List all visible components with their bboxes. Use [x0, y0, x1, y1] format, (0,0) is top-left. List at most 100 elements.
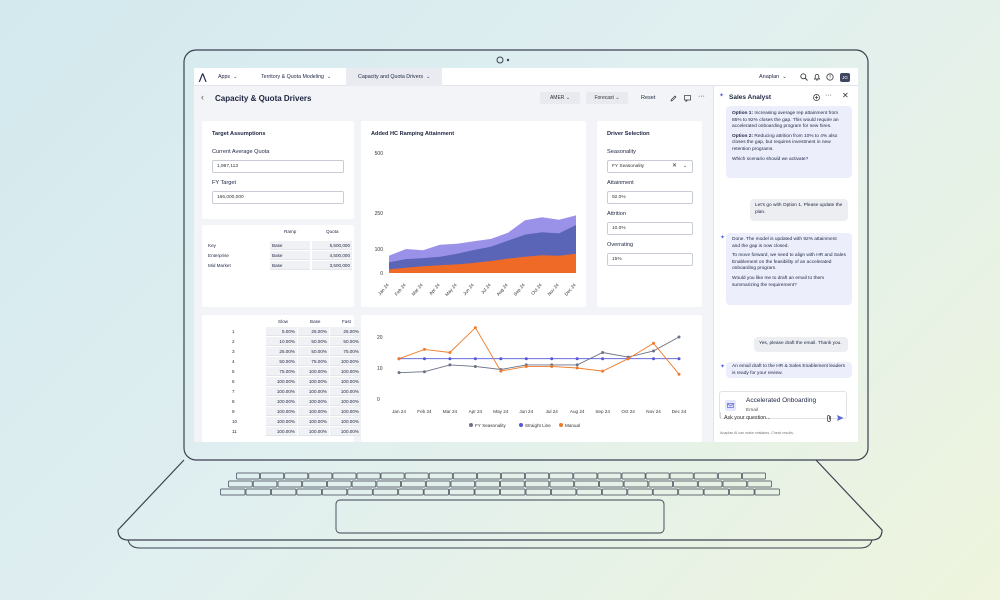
ramp-cell[interactable]: 50.00% — [330, 337, 361, 346]
attach-icon[interactable] — [826, 414, 833, 422]
ramp-cell[interactable]: 100.00% — [266, 427, 297, 436]
data-point[interactable] — [473, 357, 477, 361]
ramp-cell[interactable]: 25.00% — [298, 327, 329, 336]
data-point[interactable] — [524, 357, 528, 361]
data-point[interactable] — [677, 335, 681, 339]
ramp-cell[interactable]: 100.00% — [330, 427, 361, 436]
data-point[interactable] — [422, 357, 426, 361]
avatar[interactable]: JG — [840, 73, 850, 82]
ramp-cell[interactable]: 25.00% — [330, 327, 361, 336]
data-point[interactable] — [652, 357, 656, 361]
data-point[interactable] — [473, 326, 477, 330]
region-filter[interactable]: AMER ⌄ — [540, 92, 580, 104]
ramp-cell[interactable]: 100.00% — [330, 407, 361, 416]
data-point[interactable] — [550, 364, 554, 368]
apps-menu[interactable]: Apps ⌄ — [218, 68, 237, 86]
fy-target-field[interactable]: 166,000,000 — [212, 191, 344, 204]
ramp-cell[interactable]: Base — [270, 251, 310, 260]
help-icon[interactable]: ? — [826, 73, 834, 81]
current-quota-field[interactable]: 1,987,113 — [212, 160, 344, 173]
data-point[interactable] — [473, 364, 477, 368]
chevron-down-icon: ⌄ — [327, 74, 332, 80]
ramp-cell[interactable]: 100.00% — [330, 377, 361, 386]
comment-icon[interactable] — [684, 95, 691, 102]
ramp-cell[interactable]: 100.00% — [330, 357, 361, 366]
ramp-cell[interactable]: 75.00% — [330, 347, 361, 356]
data-point[interactable] — [397, 357, 401, 361]
data-point[interactable] — [601, 351, 605, 354]
data-point[interactable] — [422, 370, 426, 374]
search-icon[interactable] — [800, 73, 808, 81]
ramp-cell[interactable]: 100.00% — [266, 377, 297, 386]
ramp-cell[interactable]: 50.00% — [266, 357, 297, 366]
data-point[interactable] — [524, 364, 528, 368]
data-point[interactable] — [626, 357, 630, 361]
attrition-field[interactable]: 10.0% — [607, 222, 693, 235]
attainment-field[interactable]: 92.0% — [607, 191, 693, 204]
email-attachment-card[interactable]: Accelerated Onboarding Email — [719, 391, 847, 419]
ramp-cell[interactable]: 100.00% — [266, 387, 297, 396]
data-point[interactable] — [550, 357, 554, 361]
data-point[interactable] — [397, 371, 401, 375]
clear-icon[interactable]: ✕ — [672, 163, 678, 169]
data-point[interactable] — [448, 357, 452, 361]
back-arrow-icon[interactable]: ‹ — [201, 92, 204, 102]
data-point[interactable] — [448, 351, 452, 354]
ramp-cell[interactable]: 100.00% — [330, 367, 361, 376]
data-point[interactable] — [499, 357, 503, 361]
ramp-cell[interactable]: 100.00% — [266, 397, 297, 406]
send-icon[interactable] — [836, 414, 844, 422]
data-point[interactable] — [448, 363, 452, 367]
quota-cell[interactable]: 5,500,000 — [312, 241, 352, 250]
ramp-cell[interactable]: Base — [270, 261, 310, 270]
chat-input[interactable]: Ask your question... — [724, 415, 771, 421]
data-point[interactable] — [575, 357, 579, 361]
overrating-field[interactable]: 15% — [607, 253, 693, 266]
ramp-cell[interactable]: 100.00% — [298, 377, 329, 386]
ramp-cell[interactable]: 100.00% — [298, 387, 329, 396]
ramp-cell[interactable]: 100.00% — [266, 407, 297, 416]
workspace-menu[interactable]: Anaplan ⌄ — [759, 68, 787, 86]
ramp-cell[interactable]: 25.00% — [266, 347, 297, 356]
ramp-cell[interactable]: Base — [270, 241, 310, 250]
ramp-cell[interactable]: 100.00% — [298, 397, 329, 406]
ramp-table-card: Slow Base Fast 1 5.00% 25.00% 25.00% 2 10.00% 50.… — [202, 315, 361, 442]
new-chat-icon[interactable] — [813, 94, 820, 101]
edit-icon[interactable] — [670, 95, 677, 102]
bell-icon[interactable] — [813, 73, 821, 81]
ramp-cell[interactable]: 75.00% — [266, 367, 297, 376]
model-menu[interactable]: Territory & Quota Modeling ⌄ — [261, 68, 331, 86]
more-icon[interactable]: ··· — [825, 92, 832, 99]
ramp-cell[interactable]: 100.00% — [330, 417, 361, 426]
ramp-cell[interactable]: 100.00% — [298, 427, 329, 436]
quota-cell[interactable]: 3,500,000 — [312, 261, 352, 270]
data-point[interactable] — [575, 366, 579, 370]
ramp-cell[interactable]: 100.00% — [298, 417, 329, 426]
tab-capacity-quota-drivers[interactable]: Capacity and Quota Drivers ⌄ — [346, 68, 443, 86]
more-icon[interactable]: ··· — [698, 93, 705, 100]
data-point[interactable] — [677, 357, 681, 361]
data-point[interactable] — [499, 369, 503, 373]
ramp-cell[interactable]: 100.00% — [298, 367, 329, 376]
data-point[interactable] — [677, 372, 681, 376]
ramp-cell[interactable]: 5.00% — [266, 327, 297, 336]
ramp-cell[interactable]: 50.00% — [298, 347, 329, 356]
reset-button[interactable]: Reset — [641, 95, 656, 101]
ramp-cell[interactable]: 50.00% — [298, 337, 329, 346]
ramp-cell[interactable]: 100.00% — [330, 387, 361, 396]
seasonality-select[interactable]: FY Seasonality ✕ ⌄ — [607, 160, 693, 173]
close-icon[interactable]: ✕ — [842, 91, 849, 100]
ramp-cell[interactable]: 100.00% — [266, 417, 297, 426]
ramp-cell[interactable]: 100.00% — [330, 397, 361, 406]
data-point[interactable] — [601, 369, 605, 373]
ramp-cell[interactable]: 75.00% — [298, 357, 329, 366]
ramp-cell[interactable]: 100.00% — [298, 407, 329, 416]
data-point[interactable] — [422, 347, 426, 351]
data-point[interactable] — [652, 349, 656, 353]
data-point[interactable] — [601, 357, 605, 361]
data-point[interactable] — [575, 363, 579, 367]
ramp-cell[interactable]: 10.00% — [266, 337, 297, 346]
data-point[interactable] — [652, 341, 656, 345]
quota-cell[interactable]: 4,500,000 — [312, 251, 352, 260]
version-filter[interactable]: Forecast ⌄ — [586, 92, 628, 104]
